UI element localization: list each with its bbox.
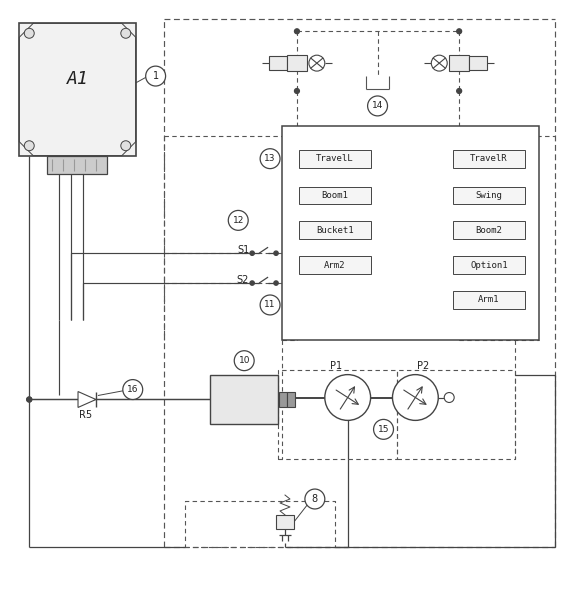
Text: 13: 13 <box>264 154 276 163</box>
Circle shape <box>27 397 32 402</box>
Bar <box>276 515 294 529</box>
Text: TravelL: TravelL <box>316 154 354 163</box>
Circle shape <box>260 149 280 169</box>
Bar <box>299 221 371 239</box>
Circle shape <box>274 281 278 285</box>
Bar <box>19 23 136 156</box>
Bar <box>210 375 278 424</box>
Text: Arm1: Arm1 <box>478 295 500 304</box>
Circle shape <box>260 295 280 315</box>
Bar <box>449 55 469 71</box>
Circle shape <box>24 28 34 38</box>
Bar <box>282 126 539 340</box>
Text: TravelR: TravelR <box>470 154 508 163</box>
Circle shape <box>309 55 325 71</box>
Text: 11: 11 <box>264 301 276 310</box>
Text: 15: 15 <box>378 425 389 434</box>
Circle shape <box>305 489 325 509</box>
Text: Boom1: Boom1 <box>321 191 348 200</box>
Bar <box>299 150 371 168</box>
Circle shape <box>325 375 371 420</box>
Circle shape <box>457 89 462 94</box>
Bar <box>299 256 371 274</box>
Polygon shape <box>78 391 96 407</box>
Text: Swing: Swing <box>476 191 503 200</box>
Circle shape <box>250 281 254 285</box>
Circle shape <box>295 29 300 34</box>
Circle shape <box>146 66 166 86</box>
Text: Option1: Option1 <box>470 260 508 269</box>
Circle shape <box>234 350 254 371</box>
Bar <box>453 221 525 239</box>
Bar <box>453 150 525 168</box>
Circle shape <box>27 397 32 402</box>
Circle shape <box>250 251 254 255</box>
Bar <box>279 391 287 407</box>
Text: 16: 16 <box>127 385 139 394</box>
Circle shape <box>121 141 131 151</box>
Circle shape <box>457 29 462 34</box>
Text: 12: 12 <box>233 216 244 225</box>
Bar <box>469 56 487 70</box>
Text: R5: R5 <box>80 410 92 420</box>
Circle shape <box>444 392 454 403</box>
Text: 1: 1 <box>152 71 159 81</box>
Text: Boom2: Boom2 <box>476 226 503 235</box>
Bar <box>453 186 525 204</box>
Text: 8: 8 <box>312 494 318 504</box>
Text: P2: P2 <box>417 361 429 371</box>
Circle shape <box>24 141 34 151</box>
Text: Arm2: Arm2 <box>324 260 346 269</box>
Text: A1: A1 <box>66 70 88 88</box>
Text: S2: S2 <box>237 275 249 285</box>
Circle shape <box>121 28 131 38</box>
Bar <box>47 156 107 173</box>
Circle shape <box>123 379 143 400</box>
Circle shape <box>295 89 300 94</box>
Circle shape <box>368 96 387 116</box>
Bar <box>453 256 525 274</box>
Text: 14: 14 <box>372 101 383 111</box>
Bar <box>269 56 287 70</box>
Circle shape <box>393 375 438 420</box>
Circle shape <box>274 251 278 255</box>
Bar <box>287 391 295 407</box>
Circle shape <box>374 419 394 439</box>
Bar <box>287 55 307 71</box>
Text: S1: S1 <box>237 245 249 255</box>
Circle shape <box>228 210 248 230</box>
Text: Bucket1: Bucket1 <box>316 226 354 235</box>
Text: P1: P1 <box>329 361 342 371</box>
Bar <box>299 186 371 204</box>
Bar <box>453 291 525 309</box>
Text: 10: 10 <box>238 356 250 365</box>
Circle shape <box>431 55 447 71</box>
